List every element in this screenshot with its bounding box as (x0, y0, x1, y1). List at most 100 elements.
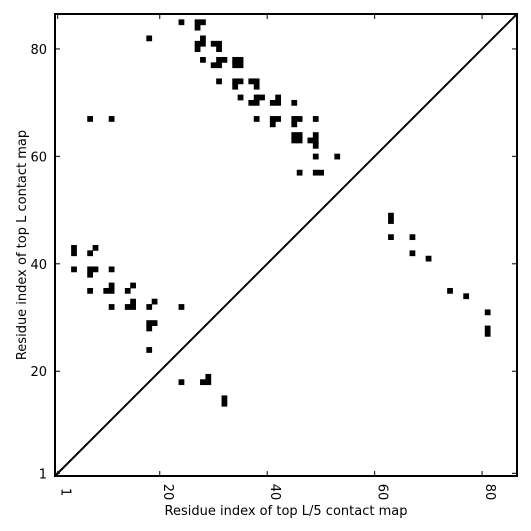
contact-cell-upper (291, 99, 298, 106)
contact-cell-upper (71, 245, 77, 251)
contact-cell-upper (269, 116, 276, 122)
plot-frame (54, 13, 518, 477)
contact-cell-upper (92, 245, 99, 251)
contact-cell-upper (146, 304, 153, 310)
contact-cell-upper (216, 46, 222, 53)
contact-cell-upper (210, 40, 217, 47)
contact-cell-upper (253, 116, 260, 122)
contact-cell-lower (409, 234, 416, 241)
contact-cell-upper (71, 250, 77, 257)
contact-cell-upper (194, 46, 201, 53)
contact-cell-lower (388, 212, 394, 219)
contact-cell-upper (71, 266, 77, 273)
contact-cell-upper (146, 320, 153, 326)
contact-cell-upper (237, 78, 244, 85)
contact-cell-upper (151, 320, 158, 326)
contact-cell-upper (221, 395, 228, 402)
contact-cell-upper (312, 153, 319, 160)
contact-cell-upper (296, 132, 303, 138)
contact-cell-upper (205, 379, 212, 386)
contact-cell-upper (108, 266, 115, 273)
contact-cell-lower (425, 255, 432, 262)
contact-cell-upper (194, 19, 201, 26)
contact-cell-lower (388, 234, 394, 241)
x-axis-label: Residue index of top L/5 contact map (165, 504, 408, 519)
contact-cell-upper (200, 40, 206, 47)
contact-cell-upper (130, 282, 136, 289)
contact-cell-upper (269, 99, 276, 106)
contact-cell-upper (318, 169, 325, 176)
contact-cell-upper (194, 24, 201, 31)
contact-cell-upper (87, 271, 94, 278)
contact-cell-upper (312, 132, 319, 138)
contact-cell-upper (216, 56, 222, 63)
y-tick-label: 20 (30, 365, 47, 380)
contact-cell-upper (216, 78, 222, 85)
contact-cell-upper (87, 116, 94, 122)
contact-cell-lower (484, 325, 491, 332)
contact-cell-upper (151, 298, 158, 305)
contact-cell-upper (87, 287, 94, 294)
contact-cell-upper (232, 83, 239, 90)
contact-cell-upper (237, 62, 244, 69)
contact-cell-upper (275, 99, 282, 106)
contact-cell-upper (237, 56, 244, 63)
contact-cell-upper (200, 56, 206, 63)
contact-cell-upper (92, 266, 99, 273)
contact-cell-upper (108, 287, 115, 294)
contact-cell-upper (216, 40, 222, 47)
diagonal-line (54, 13, 518, 477)
x-tick-label: 1 (58, 488, 73, 496)
contact-cell-lower (484, 330, 491, 337)
x-tick-label: 20 (160, 484, 175, 501)
contact-cell-upper (221, 400, 228, 407)
contact-cell-lower (447, 287, 453, 294)
contact-cell-upper (178, 19, 185, 26)
contact-cell-upper (253, 99, 260, 106)
y-axis-label: Residue index of top L contact map (15, 130, 30, 360)
contact-cell-upper (200, 19, 206, 26)
contact-cell-upper (259, 94, 265, 101)
contact-cell-lower (409, 250, 416, 257)
contact-cell-upper (253, 94, 260, 101)
x-tick-label: 80 (482, 484, 497, 501)
contact-cell-lower (463, 293, 470, 300)
contact-cell-upper (253, 78, 260, 85)
contact-cell-upper (312, 137, 319, 144)
contact-cell-upper (178, 304, 185, 310)
contact-cell-upper (146, 35, 153, 42)
contact-cell-upper (216, 62, 222, 69)
contact-cell-upper (221, 56, 228, 63)
y-tick-label: 80 (30, 43, 47, 58)
contact-cell-upper (275, 94, 282, 101)
contact-cell-upper (210, 62, 217, 69)
contact-cell-upper (87, 266, 94, 273)
contact-cell-upper (291, 137, 298, 144)
y-tick-label: 1 (39, 467, 47, 482)
contact-cell-upper (312, 169, 319, 176)
contact-cell-upper (108, 304, 115, 310)
contact-cell-upper (291, 132, 298, 138)
contact-cell-upper (237, 94, 244, 101)
contact-cell-upper (291, 121, 298, 128)
contact-cell-upper (275, 116, 282, 122)
contact-cell-upper (296, 169, 303, 176)
contact-cell-upper (232, 62, 239, 69)
contact-cell-upper (124, 304, 131, 310)
contact-cell-upper (232, 56, 239, 63)
contact-cell-upper (296, 137, 303, 144)
contact-cell-upper (248, 78, 255, 85)
contact-cell-upper (307, 137, 314, 144)
contact-cell-upper (200, 35, 206, 42)
contact-cells (71, 19, 491, 407)
contact-cell-upper (130, 304, 136, 310)
contact-cell-upper (205, 373, 212, 380)
contact-cell-upper (253, 83, 260, 90)
contact-cell-lower (484, 309, 491, 316)
contact-cell-upper (108, 116, 115, 122)
contact-cell-upper (291, 116, 298, 122)
contact-cell-upper (130, 298, 136, 305)
contact-cell-upper (248, 99, 255, 106)
contact-cell-upper (178, 379, 185, 386)
